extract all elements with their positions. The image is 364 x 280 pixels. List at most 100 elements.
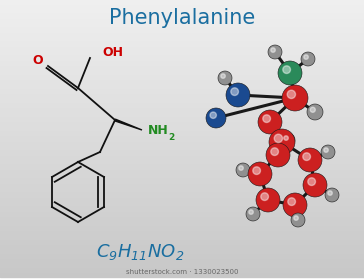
Bar [0, 67, 364, 70]
Circle shape [266, 143, 290, 167]
Bar [0, 36, 364, 39]
Bar [0, 216, 364, 218]
Bar [0, 235, 364, 238]
Circle shape [321, 145, 335, 159]
Bar [0, 53, 364, 56]
Bar [0, 134, 364, 137]
Bar [0, 123, 364, 126]
Bar [0, 90, 364, 92]
Bar [0, 244, 364, 246]
Circle shape [288, 198, 296, 206]
Bar [0, 81, 364, 84]
Bar [0, 202, 364, 204]
Bar [0, 112, 364, 115]
Circle shape [239, 166, 243, 170]
Bar [0, 129, 364, 132]
Bar [0, 3, 364, 6]
Circle shape [271, 148, 278, 155]
Bar [0, 70, 364, 73]
Bar [0, 14, 364, 17]
Circle shape [274, 134, 282, 143]
Circle shape [221, 74, 225, 78]
Bar [0, 193, 364, 196]
Bar [0, 260, 364, 263]
Bar [0, 210, 364, 213]
Bar [0, 269, 364, 272]
Bar [0, 168, 364, 171]
Bar [0, 48, 364, 50]
Bar [0, 120, 364, 123]
Text: O: O [33, 53, 43, 67]
Circle shape [258, 110, 282, 134]
Circle shape [282, 85, 308, 111]
Bar [0, 146, 364, 148]
Bar [0, 118, 364, 120]
Bar [0, 101, 364, 104]
Circle shape [291, 213, 305, 227]
Circle shape [256, 188, 280, 212]
Bar [0, 199, 364, 202]
Circle shape [206, 108, 226, 128]
Bar [0, 137, 364, 140]
Bar [0, 78, 364, 81]
Bar [0, 249, 364, 252]
Text: shutterstock.com · 1330023500: shutterstock.com · 1330023500 [126, 269, 238, 275]
Circle shape [283, 193, 307, 217]
Bar [0, 6, 364, 8]
Bar [0, 182, 364, 185]
Circle shape [278, 61, 302, 85]
Bar [0, 157, 364, 160]
Bar [0, 64, 364, 67]
Bar [0, 165, 364, 168]
Bar [0, 176, 364, 179]
Circle shape [268, 45, 282, 59]
Bar [0, 0, 364, 3]
Circle shape [263, 115, 270, 122]
Bar [0, 255, 364, 258]
Bar [0, 241, 364, 244]
Bar [0, 87, 364, 90]
Bar [0, 204, 364, 207]
Bar [0, 160, 364, 162]
Bar [0, 56, 364, 59]
Circle shape [248, 162, 272, 186]
Bar [0, 50, 364, 53]
Bar [0, 11, 364, 14]
Bar [0, 31, 364, 34]
Circle shape [310, 107, 315, 112]
Bar [0, 196, 364, 199]
Bar [0, 132, 364, 134]
Bar [0, 42, 364, 45]
Bar [0, 224, 364, 227]
Circle shape [210, 112, 217, 118]
Bar [0, 174, 364, 176]
Bar [0, 126, 364, 129]
Bar [0, 266, 364, 269]
Circle shape [249, 210, 253, 214]
Circle shape [271, 48, 275, 52]
Bar [0, 263, 364, 266]
Text: $\mathregular{C_9H_{11}NO_2}$: $\mathregular{C_9H_{11}NO_2}$ [96, 242, 184, 262]
Bar [0, 140, 364, 143]
Bar [0, 221, 364, 224]
Polygon shape [115, 119, 142, 130]
Circle shape [246, 207, 260, 221]
Bar [0, 151, 364, 154]
Bar [0, 34, 364, 36]
Bar [0, 179, 364, 182]
Bar [0, 39, 364, 42]
Circle shape [287, 90, 296, 99]
Bar [0, 238, 364, 241]
Bar [0, 106, 364, 109]
Bar [0, 246, 364, 249]
Bar [0, 109, 364, 112]
Bar [0, 59, 364, 62]
Circle shape [284, 136, 288, 140]
Text: OH: OH [102, 46, 123, 60]
Circle shape [231, 88, 238, 95]
Circle shape [298, 148, 322, 172]
Circle shape [303, 173, 327, 197]
Circle shape [324, 148, 328, 152]
Bar [0, 62, 364, 64]
Bar [0, 190, 364, 193]
